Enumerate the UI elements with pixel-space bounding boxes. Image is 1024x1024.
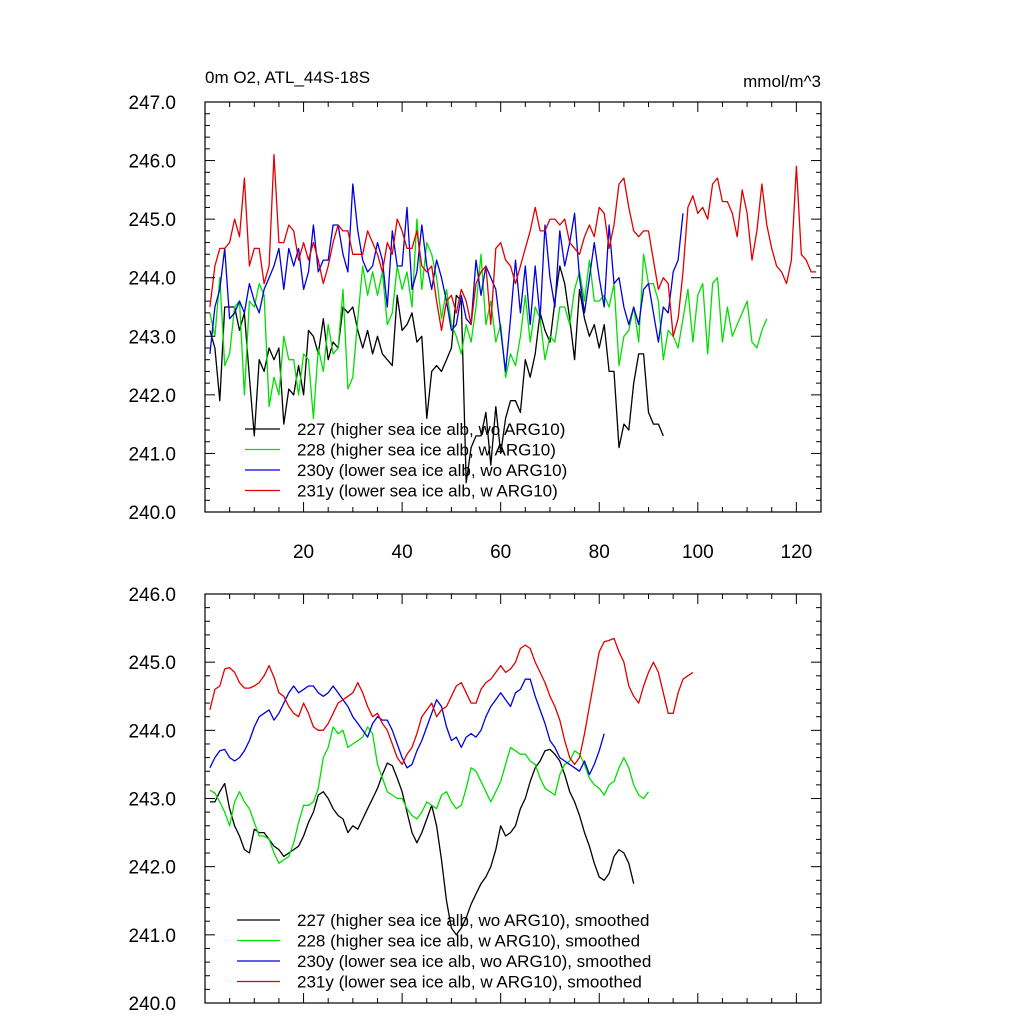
x-tick-label: 60 [490,542,511,563]
series-line-0-0 [209,265,664,484]
series-line-0-1 [209,218,768,419]
legend-label: 228 (higher sea ice alb, w ARG10), smoot… [297,932,640,951]
bottom-chart-panel: 227 (higher sea ice alb, wo ARG10), smoo… [128,585,822,1015]
y-tick-label: 243.0 [128,790,176,811]
legend-label: 228 (higher sea ice alb, w ARG10) [297,441,556,460]
series-line-1-1 [209,726,650,864]
legend-label: 227 (higher sea ice alb, wo ARG10), smoo… [297,911,649,930]
y-tick-label: 240.0 [128,994,176,1015]
y-tick-label: 244.0 [128,269,176,290]
x-tick-label: 120 [781,542,813,563]
legend-label: 230y (lower sea ice alb, wo ARG10) [297,461,567,480]
x-tick-label: 100 [682,542,714,563]
x-tick-label: 40 [392,542,413,563]
series-line-1-3 [209,637,694,766]
y-tick-label: 241.0 [128,444,176,465]
legend-label: 230y (lower sea ice alb, wo ARG10), smoo… [297,952,651,971]
y-tick-label: 246.0 [128,585,176,606]
y-tick-label: 242.0 [128,858,176,879]
y-tick-label: 241.0 [128,926,176,947]
units-label: mmol/m^3 [743,72,821,91]
legend-label: 231y (lower sea ice alb, w ARG10), smoot… [297,973,642,992]
y-tick-label: 240.0 [128,503,176,524]
series-line-0-3 [209,154,817,337]
legend-label: 231y (lower sea ice alb, w ARG10) [297,482,558,501]
series-line-1-2 [209,678,605,776]
y-tick-label: 243.0 [128,327,176,348]
legend-label: 227 (higher sea ice alb, wo ARG10) [297,420,565,439]
plot-frame [204,101,822,513]
y-tick-label: 244.0 [128,721,176,742]
y-tick-label: 246.0 [128,152,176,173]
x-tick-label: 20 [293,542,314,563]
y-tick-label: 242.0 [128,386,176,407]
x-tick-label: 80 [589,542,610,563]
series-line-0-2 [209,183,684,373]
top-chart-panel: 0m O2, ATL_44S-18S mmol/m^3 227 (higher … [128,68,822,563]
y-tick-label: 247.0 [128,93,176,114]
y-tick-label: 245.0 [128,210,176,231]
chart-title: 0m O2, ATL_44S-18S [205,68,370,87]
series-line-1-0 [209,748,635,936]
y-tick-label: 245.0 [128,653,176,674]
